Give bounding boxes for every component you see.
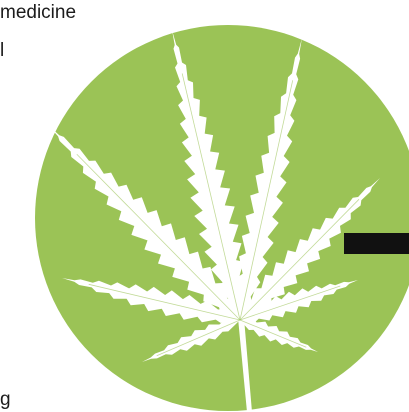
text-fragment-bottom: g (0, 389, 11, 410)
leaflet-5 (62, 278, 240, 323)
leaflet-vein-5 (88, 283, 241, 321)
leaflet-vein-7 (156, 319, 241, 357)
leaf-stem (238, 318, 252, 412)
leaflet-1 (172, 30, 245, 320)
leaflet-vein-8 (239, 319, 307, 348)
cannabis-leaf-icon (48, 30, 380, 412)
leaflet-vein-1 (181, 73, 241, 321)
black-bar-graphic (344, 233, 409, 254)
text-fragment-mid: l (0, 40, 5, 61)
leaflet-2 (237, 38, 302, 320)
leaflet-vein-2 (239, 80, 294, 321)
leaflet-6 (240, 280, 358, 322)
leaflet-vein-3 (76, 153, 241, 321)
text-fragment-top: medicine (0, 2, 77, 23)
leaflet-vein-6 (239, 285, 341, 321)
leaflet-vein-4 (239, 199, 360, 321)
